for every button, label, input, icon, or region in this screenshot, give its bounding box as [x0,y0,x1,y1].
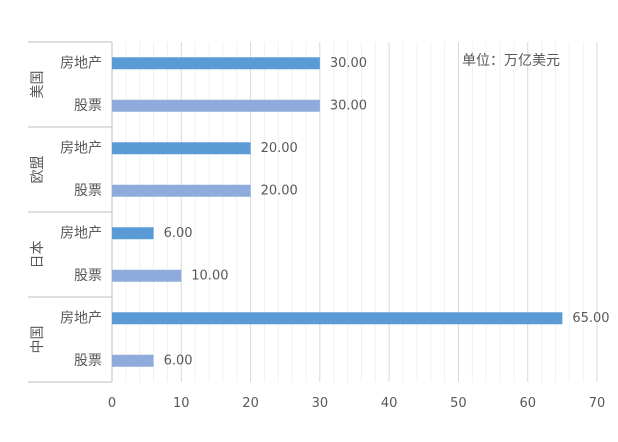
category-label: 房地产 [60,140,102,156]
bar [112,142,251,155]
data-label: 30.00 [330,98,367,113]
bar [112,269,182,282]
x-tick-label: 30 [312,396,329,411]
x-tick-label: 10 [173,396,190,411]
data-label: 6.00 [164,226,193,241]
category-label: 股票 [74,98,102,114]
x-tick-label: 0 [108,396,116,411]
data-label: 30.00 [330,56,367,71]
bars [112,57,563,367]
x-tick-label: 60 [519,396,536,411]
category-label: 股票 [74,268,102,284]
group-label: 欧盟 [30,156,46,184]
data-label: 65.00 [572,311,609,326]
data-labels: 30.00 30.00 20.00 20.00 6.00 10.00 65.00 6.00 [164,56,610,369]
category-label: 房地产 [60,225,102,241]
bar [112,312,563,325]
bar [112,354,154,367]
group-label: 日本 [30,241,46,269]
category-label: 股票 [74,183,102,199]
data-label: 6.00 [164,353,193,368]
group-label: 中国 [30,326,46,354]
bar [112,57,320,70]
bar [112,227,154,240]
bar [112,184,251,197]
x-tick-label: 20 [242,396,259,411]
data-label: 20.00 [261,141,298,156]
x-tick-label: 70 [589,396,606,411]
category-label: 房地产 [60,310,102,326]
category-label: 股票 [74,353,102,369]
bar [112,99,320,112]
unit-label: 单位：万亿美元 [462,53,560,69]
data-label: 20.00 [261,183,298,198]
grid-lines [111,42,598,382]
x-tick-label: 40 [381,396,398,411]
x-tick-label: 50 [450,396,467,411]
group-label: 美国 [30,71,46,99]
category-label: 房地产 [60,55,102,71]
x-axis-ticks: 0 10 20 30 40 50 60 70 [108,396,605,411]
data-label: 10.00 [191,268,228,283]
